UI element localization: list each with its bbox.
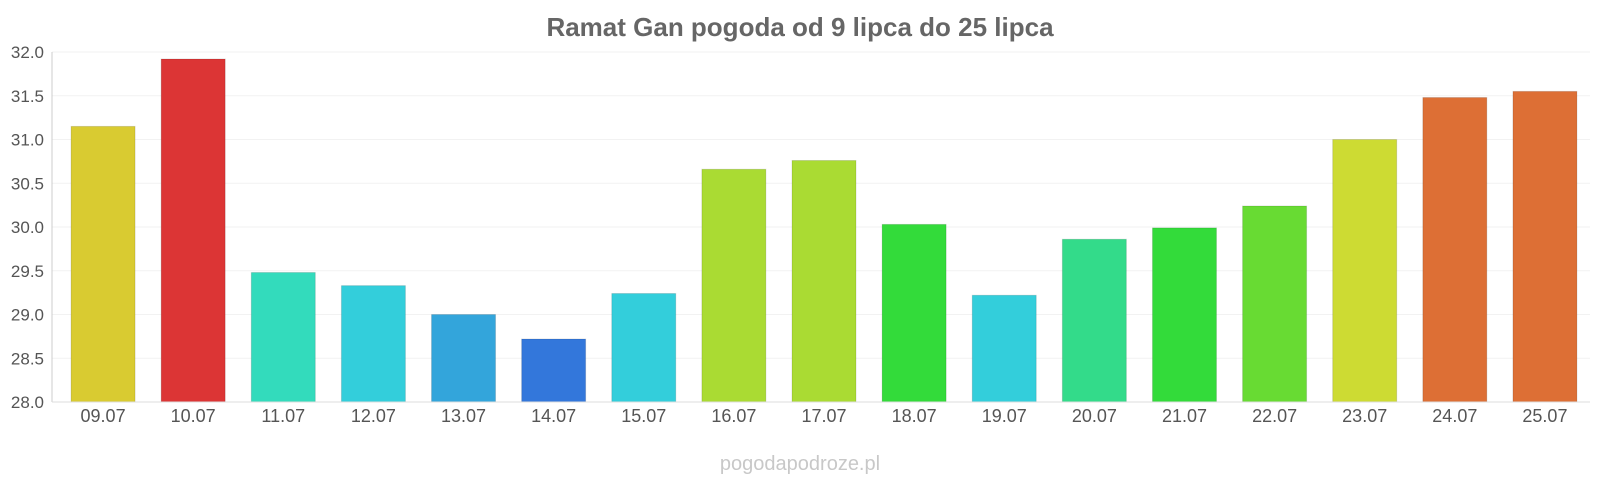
x-tick-label: 19.07 — [982, 406, 1027, 426]
bar-10.07 — [160, 58, 226, 403]
y-tick-label: 29.0 — [11, 306, 44, 325]
y-tick-label: 28.0 — [11, 393, 44, 412]
x-tick-label: 17.07 — [801, 406, 846, 426]
bar-09.07 — [70, 125, 136, 403]
x-tick-label: 11.07 — [261, 406, 305, 426]
x-tick-label: 09.07 — [81, 406, 126, 426]
x-tick-label: 21.07 — [1162, 406, 1207, 426]
bar-16.07 — [701, 168, 767, 403]
x-tick-label: 20.07 — [1072, 406, 1117, 426]
bars — [70, 58, 1578, 403]
y-tick-label: 31.5 — [11, 87, 44, 106]
bar-20.07 — [1061, 238, 1127, 403]
bar-21.07 — [1151, 227, 1217, 403]
x-tick-label: 16.07 — [711, 406, 756, 426]
bar-23.07 — [1332, 139, 1398, 403]
bar-25.07 — [1512, 90, 1578, 403]
y-tick-label: 30.5 — [11, 174, 44, 193]
x-tick-label: 13.07 — [441, 406, 486, 426]
x-tick-label: 25.07 — [1522, 406, 1567, 426]
bar-13.07 — [431, 314, 497, 403]
x-tick-label: 24.07 — [1432, 406, 1477, 426]
bar-19.07 — [971, 294, 1037, 403]
bar-17.07 — [791, 160, 857, 403]
y-tick-label: 29.5 — [11, 262, 44, 281]
bar-15.07 — [611, 293, 677, 403]
x-axis-ticks: 09.07 10.07 11.07 12.07 13.07 14.07 15.07 16.07… — [81, 406, 1568, 426]
x-tick-label: 18.07 — [892, 406, 937, 426]
x-tick-label: 12.07 — [351, 406, 396, 426]
bar-22.07 — [1242, 205, 1308, 403]
site-credit: pogodapodroze.pl — [720, 453, 880, 475]
y-tick-label: 28.5 — [11, 349, 44, 368]
bar-11.07 — [250, 272, 316, 403]
bar-24.07 — [1422, 97, 1488, 403]
bar-14.07 — [521, 338, 587, 403]
bar-12.07 — [340, 285, 406, 403]
x-tick-label: 10.07 — [171, 406, 216, 426]
x-tick-label: 22.07 — [1252, 406, 1297, 426]
x-tick-label: 23.07 — [1342, 406, 1387, 426]
y-tick-label: 31.0 — [11, 131, 44, 150]
y-axis-ticks: 28.0 28.5 29.0 29.5 30.0 30.5 31.0 31.5 32.0 — [11, 43, 44, 412]
y-tick-label: 30.0 — [11, 218, 44, 237]
y-tick-label: 32.0 — [11, 43, 44, 62]
bar-18.07 — [881, 223, 947, 403]
x-tick-label: 14.07 — [531, 406, 576, 426]
chart-title: Ramat Gan pogoda od 9 lipca do 25 lipca — [546, 12, 1054, 42]
x-tick-label: 15.07 — [621, 406, 666, 426]
